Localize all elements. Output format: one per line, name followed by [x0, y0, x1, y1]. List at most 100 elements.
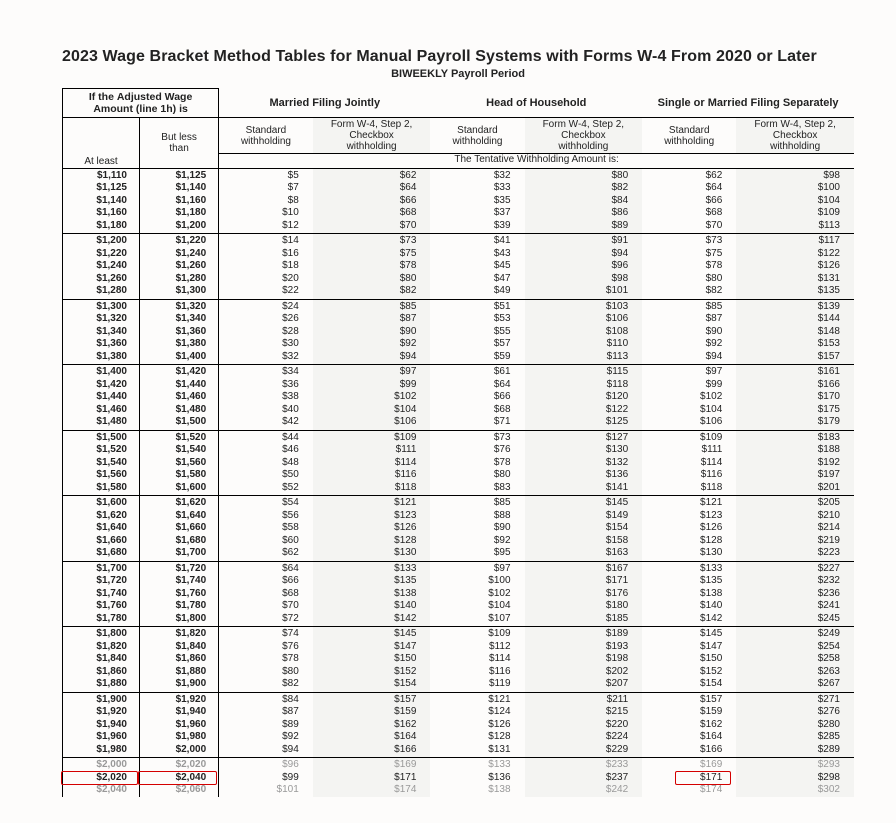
withholding-amount: $145: [313, 627, 431, 641]
withholding-amount: $56: [219, 510, 313, 523]
withholding-amount: $126: [313, 522, 431, 535]
wage-at-least: $2,040: [63, 784, 140, 797]
wage-but-less-than: $1,900: [140, 678, 219, 692]
table-row: $1,760$1,780$70$140$104$180$140$241: [63, 600, 855, 613]
withholding-table: If the Adjusted WageAmount (line 1h) isM…: [62, 88, 854, 797]
withholding-amount: $68: [430, 404, 524, 417]
withholding-amount: $150: [642, 653, 736, 666]
withholding-amount: $133: [430, 758, 524, 772]
wage-but-less-than: $2,020: [140, 758, 219, 772]
standard-withholding-header: Standardwithholding: [642, 118, 736, 154]
withholding-amount: $87: [642, 313, 736, 326]
withholding-amount: $219: [736, 535, 854, 548]
withholding-amount: $97: [430, 561, 524, 575]
withholding-amount: $164: [313, 731, 431, 744]
withholding-amount: $171: [642, 772, 736, 785]
withholding-amount: $125: [525, 416, 643, 430]
withholding-amount: $130: [642, 547, 736, 561]
withholding-amount: $118: [642, 482, 736, 496]
withholding-amount: $94: [525, 248, 643, 261]
withholding-amount: $94: [313, 351, 431, 365]
withholding-amount: $47: [430, 273, 524, 286]
wage-but-less-than: $1,440: [140, 379, 219, 392]
table-row: $1,110$1,125$5$62$32$80$62$98: [63, 168, 855, 182]
withholding-amount: $80: [219, 666, 313, 679]
wage-at-least: $1,460: [63, 404, 140, 417]
table-row: $1,680$1,700$62$130$95$163$130$223: [63, 547, 855, 561]
withholding-amount: $135: [736, 285, 854, 299]
table-row: $1,140$1,160$8$66$35$84$66$104: [63, 195, 855, 208]
withholding-amount: $121: [313, 496, 431, 510]
wage-but-less-than: $1,240: [140, 248, 219, 261]
withholding-amount: $100: [430, 575, 524, 588]
table-row: $1,440$1,460$38$102$66$120$102$170: [63, 391, 855, 404]
wage-but-less-than: $1,480: [140, 404, 219, 417]
withholding-amount: $41: [430, 234, 524, 248]
withholding-amount: $96: [525, 260, 643, 273]
withholding-amount: $162: [313, 719, 431, 732]
withholding-amount: $207: [525, 678, 643, 692]
withholding-amount: $201: [736, 482, 854, 496]
withholding-amount: $64: [642, 182, 736, 195]
withholding-amount: $271: [736, 692, 854, 706]
wage-at-least: $1,220: [63, 248, 140, 261]
withholding-amount: $224: [525, 731, 643, 744]
withholding-amount: $108: [525, 326, 643, 339]
withholding-amount: $157: [642, 692, 736, 706]
withholding-amount: $128: [313, 535, 431, 548]
withholding-amount: $87: [219, 706, 313, 719]
wage-but-less-than: $1,720: [140, 561, 219, 575]
withholding-amount: $16: [219, 248, 313, 261]
withholding-amount: $97: [313, 365, 431, 379]
withholding-amount: $76: [430, 444, 524, 457]
wage-at-least: $1,125: [63, 182, 140, 195]
withholding-amount: $215: [525, 706, 643, 719]
withholding-amount: $154: [525, 522, 643, 535]
withholding-amount: $131: [430, 744, 524, 758]
withholding-amount: $60: [219, 535, 313, 548]
table-row: $1,940$1,960$89$162$126$220$162$280: [63, 719, 855, 732]
wage-at-least: $1,940: [63, 719, 140, 732]
withholding-amount: $59: [430, 351, 524, 365]
withholding-amount: $102: [430, 588, 524, 601]
withholding-amount: $75: [313, 248, 431, 261]
withholding-amount: $86: [525, 207, 643, 220]
wage-at-least: $1,500: [63, 430, 140, 444]
withholding-amount: $106: [642, 416, 736, 430]
withholding-amount: $57: [430, 338, 524, 351]
withholding-amount: $171: [525, 575, 643, 588]
withholding-amount: $82: [525, 182, 643, 195]
wage-but-less-than: $1,125: [140, 168, 219, 182]
wage-but-less-than: $2,040: [140, 772, 219, 785]
withholding-amount: $185: [525, 613, 643, 627]
withholding-amount: $175: [736, 404, 854, 417]
table-row: $1,480$1,500$42$106$71$125$106$179: [63, 416, 855, 430]
withholding-amount: $101: [219, 784, 313, 797]
withholding-amount: $211: [525, 692, 643, 706]
withholding-amount: $118: [525, 379, 643, 392]
withholding-amount: $94: [642, 351, 736, 365]
withholding-amount: $83: [430, 482, 524, 496]
wage-at-least: $1,920: [63, 706, 140, 719]
withholding-amount: $145: [525, 496, 643, 510]
filing-status-header: Single or Married Filing Separately: [642, 89, 854, 118]
withholding-amount: $46: [219, 444, 313, 457]
withholding-amount: $153: [736, 338, 854, 351]
withholding-amount: $162: [642, 719, 736, 732]
withholding-amount: $98: [736, 168, 854, 182]
withholding-amount: $210: [736, 510, 854, 523]
wage-but-less-than: $1,300: [140, 285, 219, 299]
withholding-amount: $94: [219, 744, 313, 758]
withholding-amount: $135: [313, 575, 431, 588]
withholding-amount: $139: [736, 299, 854, 313]
tentative-amount-label: The Tentative Withholding Amount is:: [219, 154, 854, 169]
withholding-amount: $5: [219, 168, 313, 182]
table-row: $1,500$1,520$44$109$73$127$109$183: [63, 430, 855, 444]
wage-at-least: $1,110: [63, 168, 140, 182]
withholding-amount: $126: [736, 260, 854, 273]
withholding-amount: $263: [736, 666, 854, 679]
table-row: $1,820$1,840$76$147$112$193$147$254: [63, 641, 855, 654]
withholding-amount: $82: [313, 285, 431, 299]
withholding-amount: $66: [642, 195, 736, 208]
withholding-amount: $73: [313, 234, 431, 248]
